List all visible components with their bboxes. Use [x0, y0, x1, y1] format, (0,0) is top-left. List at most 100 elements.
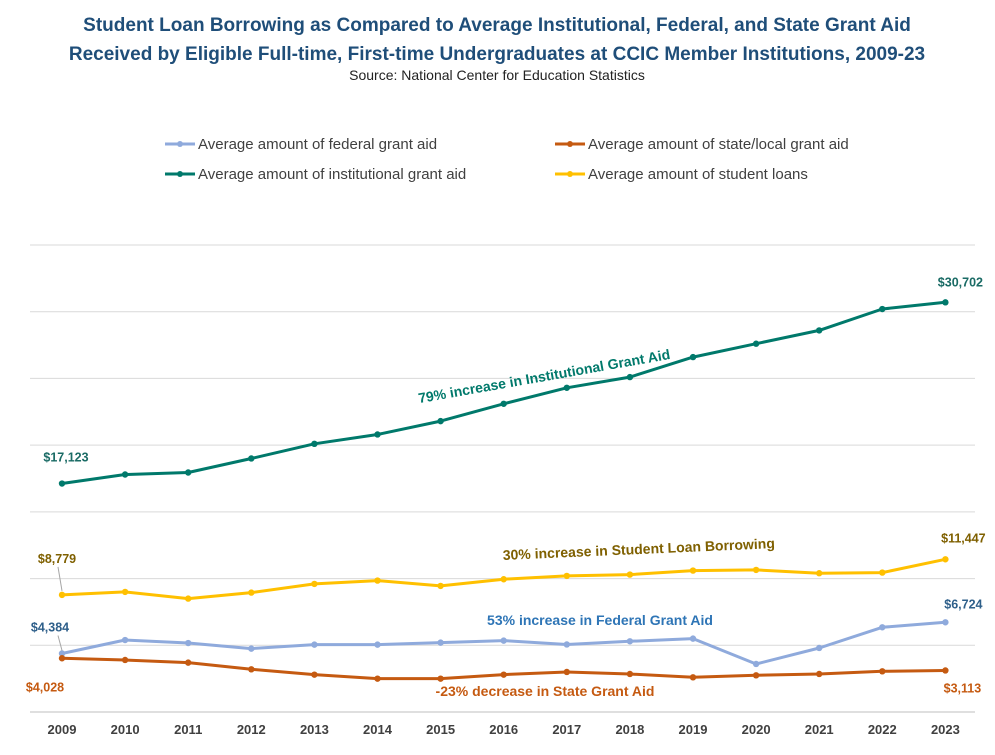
x-tick-label: 2022	[868, 722, 897, 737]
data-point-state	[500, 671, 507, 678]
annotation-federal: 53% increase in Federal Grant Aid	[487, 612, 713, 628]
data-point-institutional	[437, 417, 444, 425]
data-point-institutional	[311, 440, 318, 448]
series-lines	[58, 299, 949, 682]
data-point-loans	[185, 595, 192, 602]
data-point-institutional	[752, 340, 760, 347]
data-point-institutional	[816, 327, 823, 334]
data-point-federal	[374, 641, 381, 648]
x-tick-label: 2020	[742, 722, 771, 737]
data-point-loans	[689, 567, 697, 574]
data-labels: $17,123 $30,702 $8,779 $11,447 $4,384 $6,724 $…	[26, 275, 986, 695]
data-point-state	[942, 667, 949, 674]
data-point-loans	[942, 556, 949, 563]
data-label-state: $3,113	[944, 681, 982, 695]
data-point-state	[121, 656, 129, 664]
x-tick-label: 2023	[931, 722, 960, 737]
data-point-state	[752, 672, 760, 679]
data-point-institutional	[58, 480, 66, 487]
data-label-institutional: $17,123	[43, 451, 88, 465]
data-point-loans	[500, 576, 507, 583]
data-point-loans	[248, 589, 255, 596]
data-label-state: $4,028	[26, 680, 64, 694]
data-point-loans	[626, 571, 634, 578]
data-point-state	[437, 675, 444, 682]
data-point-loans	[816, 570, 823, 577]
legend-entry-state: Average amount of state/local grant aid	[555, 136, 849, 153]
legend-entry-loans: Average amount of student loans	[555, 166, 808, 183]
data-point-federal	[689, 635, 697, 642]
legend-swatch-marker	[177, 171, 183, 177]
data-label-federal: $4,384	[31, 621, 69, 635]
data-point-federal	[121, 636, 129, 644]
data-point-federal	[942, 619, 949, 626]
data-point-institutional	[942, 299, 949, 306]
data-point-federal	[752, 660, 760, 668]
data-point-institutional	[626, 373, 634, 381]
x-tick-label: 2015	[426, 722, 455, 737]
data-point-state	[879, 668, 886, 675]
legend-entry-federal: Average amount of federal grant aid	[165, 136, 437, 153]
legend: Average amount of federal grant aid Avera…	[165, 136, 849, 183]
x-axis-ticks: 2009 2010 2011 2012 2013 2014 2015 2016 2017 2018…	[48, 722, 960, 737]
data-point-loans	[374, 577, 381, 584]
data-point-state	[563, 668, 570, 676]
annotation-state: -23% decrease in State Grant Aid	[436, 683, 655, 699]
data-point-institutional	[248, 455, 255, 462]
x-tick-label: 2019	[679, 722, 708, 737]
x-tick-label: 2010	[111, 722, 140, 737]
data-point-institutional	[689, 353, 697, 361]
chart-source: Source: National Center for Education St…	[349, 67, 645, 83]
x-tick-label: 2014	[363, 722, 393, 737]
x-tick-label: 2009	[48, 722, 77, 737]
data-point-institutional	[185, 469, 192, 476]
data-point-federal	[248, 645, 255, 652]
annotation-loans: 30% increase in Student Loan Borrowing	[502, 535, 775, 563]
data-point-state	[374, 675, 381, 682]
data-label-loans: $8,779	[38, 552, 76, 566]
data-point-state	[689, 674, 697, 681]
legend-swatch-marker	[567, 171, 573, 177]
data-point-loans	[563, 572, 570, 580]
leader-line	[57, 635, 63, 651]
x-tick-label: 2011	[174, 722, 202, 737]
data-point-loans	[752, 566, 760, 574]
legend-swatch-marker	[177, 141, 183, 147]
data-point-federal	[563, 641, 570, 648]
data-point-loans	[58, 591, 66, 599]
data-point-institutional	[500, 400, 507, 407]
data-point-federal	[437, 639, 444, 646]
x-tick-label: 2017	[552, 722, 581, 737]
data-point-federal	[500, 637, 507, 644]
chart-title-line2: Received by Eligible Full-time, First-ti…	[69, 44, 925, 65]
data-point-loans	[879, 569, 886, 576]
x-tick-label: 2018	[615, 722, 644, 737]
x-tick-label: 2016	[489, 722, 518, 737]
data-point-institutional	[879, 305, 886, 313]
data-point-federal	[185, 639, 192, 647]
legend-label: Average amount of state/local grant aid	[588, 136, 849, 153]
data-point-state	[58, 655, 66, 662]
data-point-state	[626, 670, 634, 678]
legend-entry-institutional: Average amount of institutional grant ai…	[165, 166, 466, 183]
data-point-federal	[626, 638, 634, 645]
data-point-federal	[879, 624, 886, 631]
legend-label: Average amount of federal grant aid	[198, 136, 437, 153]
data-point-federal	[58, 650, 66, 657]
data-point-state	[816, 670, 823, 678]
data-point-loans	[311, 580, 318, 588]
data-point-federal	[311, 641, 318, 648]
data-point-state	[248, 666, 255, 673]
legend-label: Average amount of institutional grant ai…	[198, 166, 466, 183]
data-point-loans	[437, 582, 444, 590]
legend-label: Average amount of student loans	[588, 166, 808, 183]
data-point-institutional	[374, 431, 381, 438]
data-label-loans: $11,447	[941, 531, 986, 545]
data-point-federal	[816, 644, 823, 652]
data-point-loans	[121, 588, 129, 596]
data-label-institutional: $30,702	[938, 275, 983, 289]
data-point-institutional	[121, 471, 129, 478]
data-point-state	[311, 671, 318, 678]
data-point-state	[185, 659, 192, 666]
